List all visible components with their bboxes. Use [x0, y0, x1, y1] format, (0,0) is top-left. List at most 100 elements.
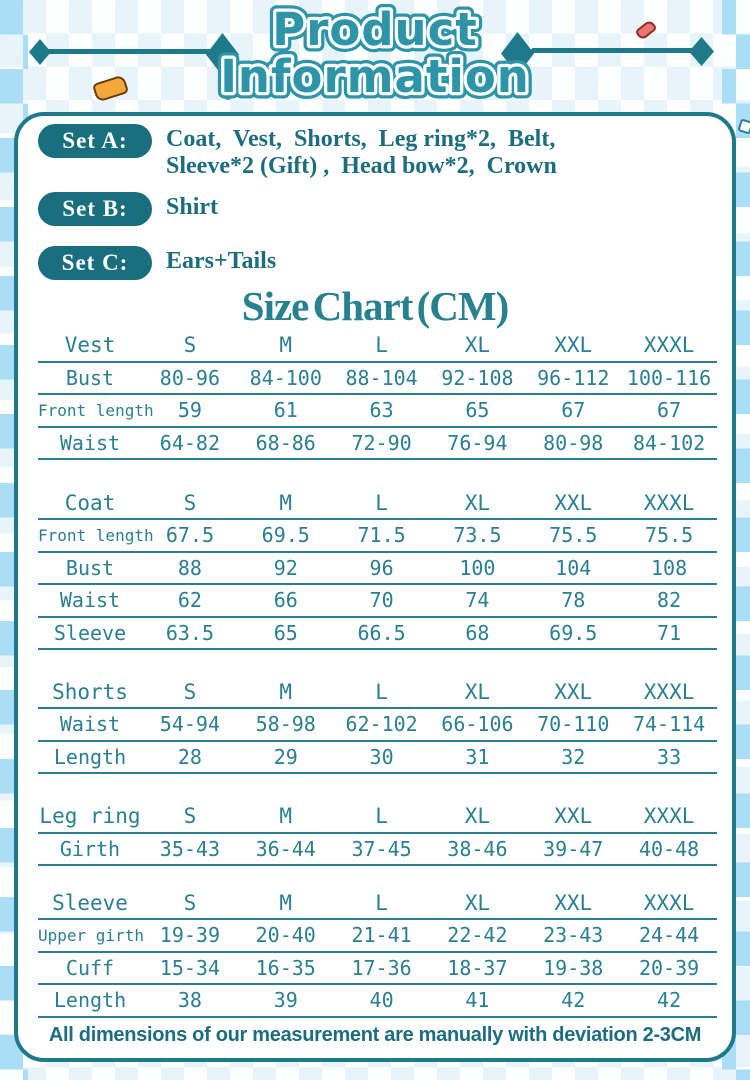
size-column-header: XXXL: [643, 333, 695, 358]
size-table-row: Front length 67.5 69.5 71.5 73.5 75.5 75.5: [38, 520, 717, 553]
product-info-panel: Set A: Coat, Vest, Shorts, Leg ring*2, B…: [14, 112, 736, 1062]
size-value: 70: [369, 588, 394, 613]
size-column-header: XL: [464, 490, 491, 515]
size-value: 69.5: [261, 523, 310, 548]
size-value: 70-110: [537, 712, 610, 737]
size-value: 67: [657, 398, 682, 423]
svg-text:Product: Product: [272, 4, 478, 56]
size-table-row: Cuff 15-34 16-35 17-36 18-37 19-38 20-39: [38, 953, 717, 986]
size-value: 37-45: [351, 837, 412, 862]
size-column-header: S: [183, 890, 197, 915]
size-value: 21-41: [351, 923, 412, 948]
row-label: Upper girth: [38, 925, 144, 945]
size-value: 29: [273, 744, 298, 769]
size-value: 19-38: [543, 955, 604, 980]
size-value: 84-100: [249, 365, 322, 390]
size-value: 16-35: [255, 955, 316, 980]
size-value: 66: [273, 588, 298, 613]
size-value: 80-96: [159, 365, 221, 390]
size-column-header: L: [375, 490, 388, 515]
size-column-header: L: [375, 804, 388, 829]
size-value: 15-34: [159, 955, 221, 980]
size-value: 33: [657, 744, 682, 769]
size-column-header: XXL: [554, 490, 593, 515]
size-value: 40: [369, 988, 394, 1013]
size-value: 84-102: [632, 431, 706, 456]
size-value: 20-40: [255, 923, 316, 948]
size-column-header: L: [375, 890, 388, 915]
size-value: 65: [465, 398, 490, 423]
row-label: Waist: [59, 431, 121, 456]
header: Product Information Product Information …: [0, 0, 750, 112]
size-value: 72-90: [351, 431, 412, 456]
size-column-header: XXL: [554, 333, 593, 358]
size-value: 30: [369, 744, 394, 769]
size-table-row: Upper girth 19-39 20-40 21-41 22-42 23-43 24-4…: [38, 920, 717, 953]
size-value: 41: [465, 988, 490, 1013]
svg-text:Product: Product: [272, 4, 478, 56]
size-table-header-row: Sleeve S M L XL XXL XXXL: [38, 887, 717, 920]
size-value: 42: [657, 988, 682, 1013]
size-column-header: S: [183, 804, 197, 829]
right-small-diamond-icon: [689, 37, 714, 66]
size-value: 38: [177, 988, 202, 1013]
size-chart-title: Size Chart (CM): [241, 283, 509, 329]
table-name: Shorts: [52, 679, 128, 704]
row-label: Sleeve: [53, 621, 127, 646]
table-name: Vest: [64, 333, 116, 358]
size-tables: Vest S M L XL XXL XXXL Bust 80-96 84-100 88-104 92-…: [38, 330, 717, 1018]
set-c-label: Set C:: [61, 250, 129, 275]
set-b-items: Shirt: [166, 194, 219, 220]
page-title: Product Information Product Information …: [140, 0, 610, 113]
size-column-header: M: [279, 679, 293, 704]
size-table-row: Bust 80-96 84-100 88-104 92-108 96-112 100-116: [38, 363, 717, 396]
size-column-header: XXXL: [643, 804, 695, 829]
size-value: 108: [651, 555, 688, 580]
row-label: Waist: [59, 588, 121, 613]
row-label: Cuff: [65, 955, 115, 980]
size-column-header: XXL: [554, 890, 593, 915]
row-label: Bust: [65, 555, 115, 580]
size-table-row: Front length 59 61 63 65 67 67: [38, 395, 717, 428]
set-c-row: Set C: Ears+Tails: [38, 246, 276, 280]
size-value: 17-36: [351, 955, 412, 980]
size-column-header: M: [279, 490, 293, 515]
size-table-coat: Coat S M L XL XXL XXXL Front length 67.5 69.5 71.5…: [38, 487, 717, 651]
size-value: 54-94: [159, 712, 221, 737]
right-decor-line: [531, 48, 697, 53]
size-value: 28: [177, 744, 202, 769]
size-value: 65: [273, 621, 298, 646]
size-value: 66-106: [441, 712, 514, 737]
table-name: Sleeve: [52, 890, 128, 915]
size-value: 24-44: [638, 923, 700, 948]
size-column-header: S: [183, 490, 197, 515]
size-column-header: XXL: [554, 679, 593, 704]
size-value: 64-82: [159, 431, 221, 456]
size-table-sleeve: Sleeve S M L XL XXL XXXL Upper girth 19-39 20-40 2…: [38, 887, 717, 1018]
size-value: 68-86: [255, 431, 316, 456]
size-value: 22-42: [447, 923, 508, 948]
size-column-header: XL: [464, 890, 491, 915]
size-table-row: Waist 62 66 70 74 78 82: [38, 585, 717, 618]
size-table-row: Sleeve 63.5 65 66.5 68 69.5 71: [38, 618, 717, 651]
size-value: 23-43: [543, 923, 604, 948]
confetti-orange-icon: [91, 74, 130, 103]
size-table-header-row: Vest S M L XL XXL XXXL: [38, 330, 717, 363]
row-label: Length: [53, 988, 127, 1013]
size-value: 67: [561, 398, 586, 423]
size-value: 59: [177, 398, 202, 423]
size-table-leg-ring: Leg ring S M L XL XXL XXXL Girth 35-43 36-44 37-45…: [38, 801, 717, 867]
size-column-header: M: [279, 890, 293, 915]
set-a-badge: Set A:: [38, 124, 152, 158]
size-table-vest: Vest S M L XL XXL XXXL Bust 80-96 84-100 88-104 92-…: [38, 330, 717, 461]
size-value: 31: [465, 744, 490, 769]
size-value: 20-39: [638, 955, 700, 980]
set-b-label: Set B:: [62, 196, 128, 221]
size-value: 80-98: [543, 431, 604, 456]
row-label: Length: [53, 744, 127, 769]
row-label: Front length: [38, 400, 154, 420]
size-column-header: M: [279, 804, 293, 829]
size-value: 73.5: [453, 523, 502, 548]
size-table-row: Girth 35-43 36-44 37-45 38-46 39-47 40-48: [38, 834, 717, 867]
size-column-header: S: [183, 333, 197, 358]
